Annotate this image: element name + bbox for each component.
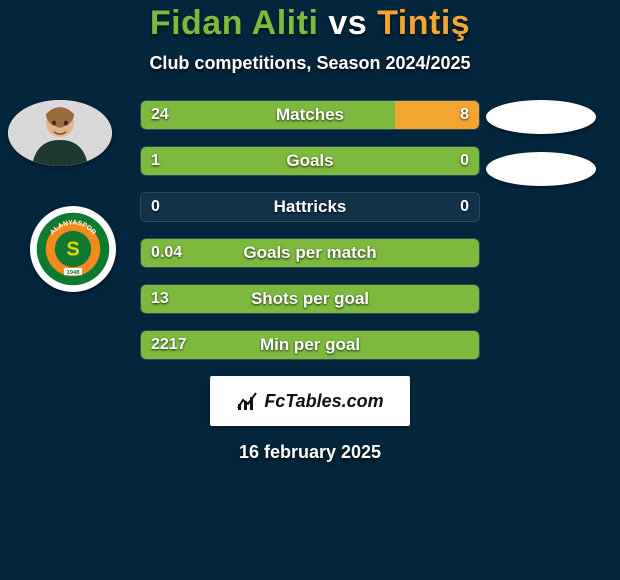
stat-row: 0.04Goals per match	[140, 238, 480, 268]
left-column: S ALANYASPOR 1948	[8, 100, 128, 292]
stat-row: 0 0Hattricks	[140, 192, 480, 222]
svg-text:1948: 1948	[66, 270, 80, 276]
stat-value-left: 0	[151, 193, 160, 221]
club-badge-icon: S ALANYASPOR 1948	[34, 210, 112, 288]
stat-bar-left	[141, 101, 395, 129]
stat-bar-left	[141, 331, 479, 359]
title-player1: Fidan Aliti	[150, 4, 319, 42]
svg-text:S: S	[66, 238, 79, 260]
page-title: Fidan Aliti vs Tintiş	[0, 4, 620, 43]
brand-text: FcTables.com	[264, 391, 383, 412]
brand-box: FcTables.com	[210, 376, 410, 426]
stat-bar-left	[141, 147, 479, 175]
brand-chart-icon	[236, 390, 258, 412]
stat-bar-right	[395, 101, 480, 129]
player1-club-badge: S ALANYASPOR 1948	[30, 206, 116, 292]
stat-value-right: 0	[460, 193, 469, 221]
right-column	[486, 100, 606, 204]
stats-block: S ALANYASPOR 1948 248Matches 10Goals 0 0Hat…	[0, 100, 620, 360]
player1-avatar	[8, 100, 112, 166]
player2-club-placeholder	[486, 152, 596, 186]
comparison-card: Fidan Aliti vs Tintiş Club competitions,…	[0, 0, 620, 580]
subtitle: Club competitions, Season 2024/2025	[0, 53, 620, 74]
avatar-placeholder-icon	[8, 100, 112, 166]
stat-rows: 248Matches 10Goals 0 0Hattricks 0.04Goals pe…	[140, 100, 480, 360]
stat-row: 248Matches	[140, 100, 480, 130]
title-player2: Tintiş	[377, 4, 470, 42]
title-vs: vs	[328, 4, 367, 42]
stat-label: Hattricks	[141, 193, 479, 221]
stat-row: 10Goals	[140, 146, 480, 176]
player2-avatar-placeholder	[486, 100, 596, 134]
stat-row: 2217Min per goal	[140, 330, 480, 360]
stat-bar-left	[141, 239, 479, 267]
stat-bar-left	[141, 285, 479, 313]
footer-date: 16 february 2025	[0, 442, 620, 463]
stat-row: 13Shots per goal	[140, 284, 480, 314]
